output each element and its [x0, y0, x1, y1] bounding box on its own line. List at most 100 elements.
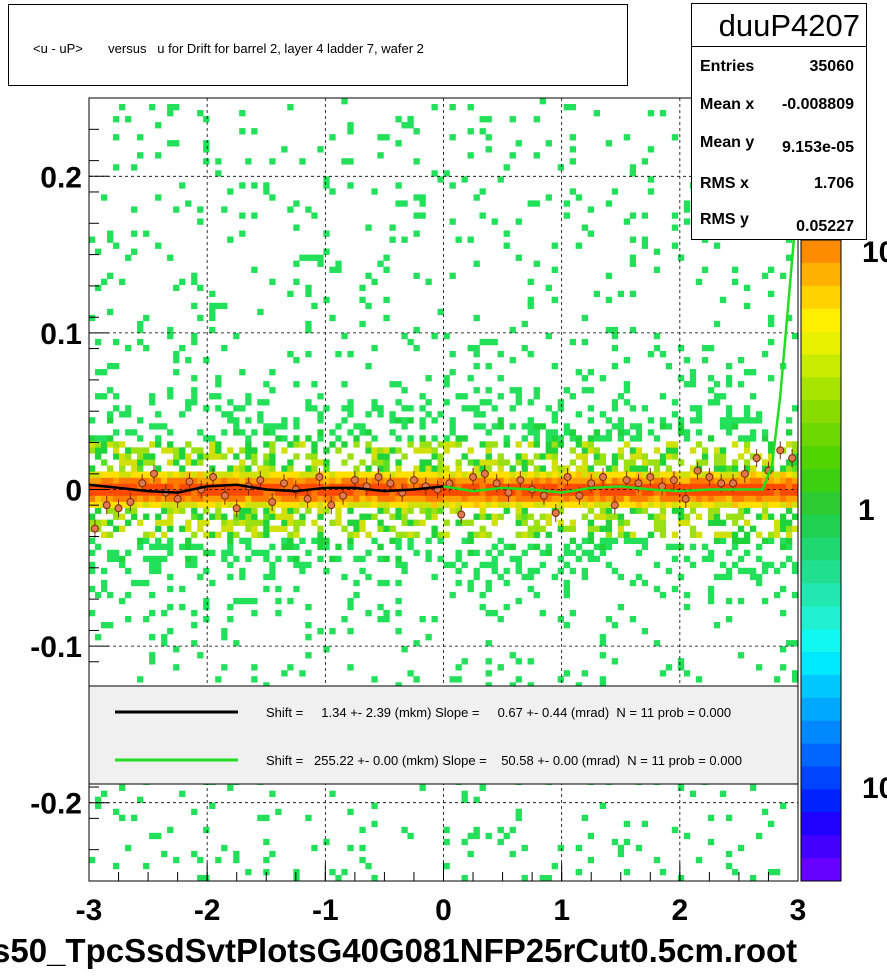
heatmap-cell: [671, 495, 679, 502]
heatmap-cell: [767, 820, 775, 828]
heatmap-cell: [533, 116, 540, 123]
heatmap-cell: [551, 429, 558, 436]
heatmap-cell: [155, 411, 162, 418]
heatmap-cell: [713, 483, 721, 490]
color-scale-bin: [801, 377, 841, 401]
heatmap-cell: [485, 513, 492, 520]
heatmap-cell: [611, 513, 619, 520]
heatmap-cell: [503, 230, 510, 237]
heatmap-cell: [221, 513, 228, 520]
heatmap-cell: [257, 549, 264, 557]
heatmap-cell: [347, 477, 354, 484]
heatmap-cell: [479, 212, 486, 219]
heatmap-cell: [671, 826, 679, 834]
heatmap-cell: [167, 326, 174, 334]
heatmap-cell: [113, 808, 120, 816]
heatmap-cell: [215, 381, 222, 388]
heatmap-cell: [515, 513, 522, 520]
heatmap-cell: [785, 489, 793, 496]
heatmap-cell: [779, 664, 787, 671]
heatmap-cell: [239, 429, 246, 436]
heatmap-cell: [515, 555, 522, 563]
heatmap-cell: [503, 495, 510, 502]
heatmap-cell: [389, 483, 396, 490]
heatmap-cell: [89, 483, 96, 490]
heatmap-cell: [305, 453, 312, 460]
heatmap-cell: [773, 519, 781, 526]
heatmap-cell: [323, 296, 330, 304]
heatmap-cell: [167, 501, 174, 508]
heatmap-cell: [209, 393, 216, 400]
heatmap-cell: [395, 543, 402, 551]
heatmap-cell: [125, 591, 132, 599]
heatmap-cell: [545, 483, 552, 490]
heatmap-cell: [701, 543, 709, 551]
heatmap-cell: [599, 435, 607, 442]
heatmap-cell: [743, 507, 751, 514]
heatmap-cell: [185, 453, 192, 460]
heatmap-cell: [473, 344, 480, 352]
heatmap-cell: [521, 320, 528, 328]
heatmap-cell: [371, 471, 378, 478]
heatmap-cell: [89, 447, 96, 454]
heatmap-cell: [185, 543, 192, 551]
heatmap-cell: [383, 459, 390, 466]
heatmap-cell: [485, 465, 492, 472]
heatmap-cell: [395, 417, 402, 424]
heatmap-cell: [149, 591, 156, 599]
heatmap-cell: [293, 278, 300, 286]
heatmap-cell: [101, 459, 108, 466]
heatmap-cell: [545, 874, 552, 882]
heatmap-cell: [155, 501, 162, 508]
heatmap-cell: [491, 423, 498, 430]
heatmap-cell: [245, 465, 252, 472]
heatmap-cell: [629, 579, 637, 587]
heatmap-cell: [509, 826, 516, 834]
heatmap-cell: [401, 483, 408, 490]
heatmap-cell: [125, 519, 132, 526]
heatmap-cell: [521, 489, 528, 496]
heatmap-cell: [491, 495, 498, 502]
heatmap-cell: [197, 856, 204, 864]
heatmap-cell: [527, 399, 534, 406]
heatmap-cell: [773, 471, 781, 478]
heatmap-cell: [431, 573, 438, 581]
heatmap-cell: [401, 501, 408, 508]
heatmap-cell: [221, 411, 228, 418]
heatmap-cell: [773, 495, 781, 502]
heatmap-cell: [683, 670, 691, 677]
heatmap-cell: [395, 140, 402, 147]
heatmap-cell: [677, 471, 685, 478]
heatmap-cell: [305, 254, 312, 261]
heatmap-cell: [113, 453, 120, 460]
heatmap-cell: [497, 465, 504, 472]
heatmap-cell: [587, 507, 595, 514]
heatmap-cell: [743, 459, 751, 466]
heatmap-cell: [689, 405, 697, 412]
heatmap-cell: [647, 188, 655, 195]
heatmap-cell: [203, 405, 210, 412]
heatmap-cell: [467, 405, 474, 412]
profile-point: [220, 491, 229, 500]
heatmap-cell: [593, 429, 601, 436]
heatmap-cell: [479, 411, 486, 418]
heatmap-cell: [533, 260, 540, 267]
heatmap-cell: [515, 501, 522, 508]
heatmap-cell: [107, 417, 114, 424]
heatmap-cell: [353, 525, 360, 532]
heatmap-cell: [569, 146, 576, 153]
heatmap-cell: [263, 471, 270, 478]
heatmap-cell: [503, 501, 510, 508]
heatmap-cell: [143, 471, 150, 478]
heatmap-cell: [401, 531, 408, 538]
heatmap-cell: [401, 507, 408, 514]
heatmap-cell: [275, 525, 282, 532]
heatmap-cell: [137, 447, 144, 454]
heatmap-cell: [593, 477, 601, 484]
heatmap-cell: [281, 543, 288, 551]
heatmap-cell: [353, 555, 360, 563]
heatmap-cell: [695, 676, 703, 683]
heatmap-cell: [317, 543, 324, 551]
heatmap-cell: [239, 369, 246, 376]
heatmap-cell: [611, 423, 619, 430]
